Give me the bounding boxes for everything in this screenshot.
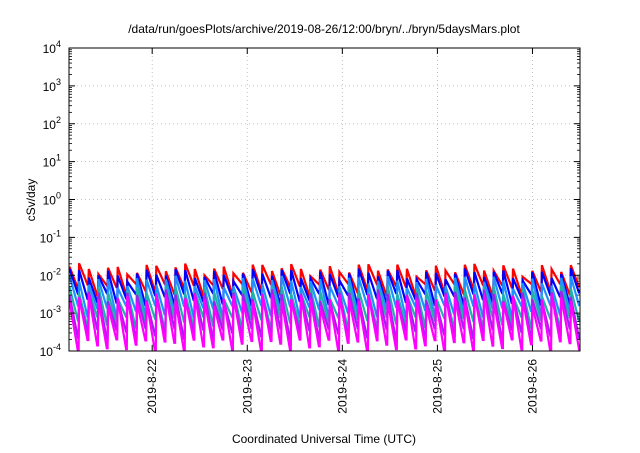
y-tick-exponent: -4 xyxy=(53,342,61,352)
y-tick-base: 10 xyxy=(43,194,57,208)
y-tick-exponent: 2 xyxy=(56,115,61,125)
x-tick-label: 2019-8-23 xyxy=(240,359,254,414)
y-tick-base: 10 xyxy=(43,42,57,56)
y-tick-label: 10-2 xyxy=(40,266,61,283)
y-tick-label: 100 xyxy=(43,191,61,208)
y-tick-exponent: -1 xyxy=(53,228,61,238)
series-layer xyxy=(69,262,580,351)
x-tick-label: 2019-8-26 xyxy=(525,359,539,414)
y-tick-label: 101 xyxy=(43,153,61,170)
y-tick-base: 10 xyxy=(40,269,54,283)
x-tick-label: 2019-8-24 xyxy=(335,359,349,414)
x-axis-label: Coordinated Universal Time (UTC) xyxy=(232,432,416,446)
y-axis-label: cSv/day xyxy=(24,179,38,222)
y-tick-base: 10 xyxy=(43,118,57,132)
y-tick-base: 10 xyxy=(40,231,54,245)
x-tick-label: 2019-8-25 xyxy=(430,359,444,414)
y-tick-label: 104 xyxy=(43,39,61,56)
y-tick-exponent: 0 xyxy=(56,191,61,201)
y-tick-label: 103 xyxy=(43,77,61,94)
y-tick-label: 10-4 xyxy=(40,342,61,359)
y-tick-base: 10 xyxy=(43,156,57,170)
chart-title: /data/run/goesPlots/archive/2019-08-26/1… xyxy=(128,22,520,36)
x-axis: 2019-8-22 2019-8-23 2019-8-24 2019-8-25 2019… xyxy=(145,48,539,414)
y-tick-exponent: -2 xyxy=(53,266,61,276)
y-tick-label: 10-3 xyxy=(40,304,61,321)
y-tick-base: 10 xyxy=(40,307,54,321)
y-tick-base: 10 xyxy=(43,80,57,94)
x-tick-label: 2019-8-22 xyxy=(145,359,159,414)
y-tick-exponent: -3 xyxy=(53,304,61,314)
y-tick-label: 10-1 xyxy=(40,228,61,245)
y-tick-exponent: 1 xyxy=(56,153,61,163)
y-tick-label: 102 xyxy=(43,115,61,132)
y-tick-base: 10 xyxy=(40,345,54,359)
series-line-6 xyxy=(69,293,580,351)
y-tick-exponent: 3 xyxy=(56,77,61,87)
y-tick-exponent: 4 xyxy=(56,39,61,49)
